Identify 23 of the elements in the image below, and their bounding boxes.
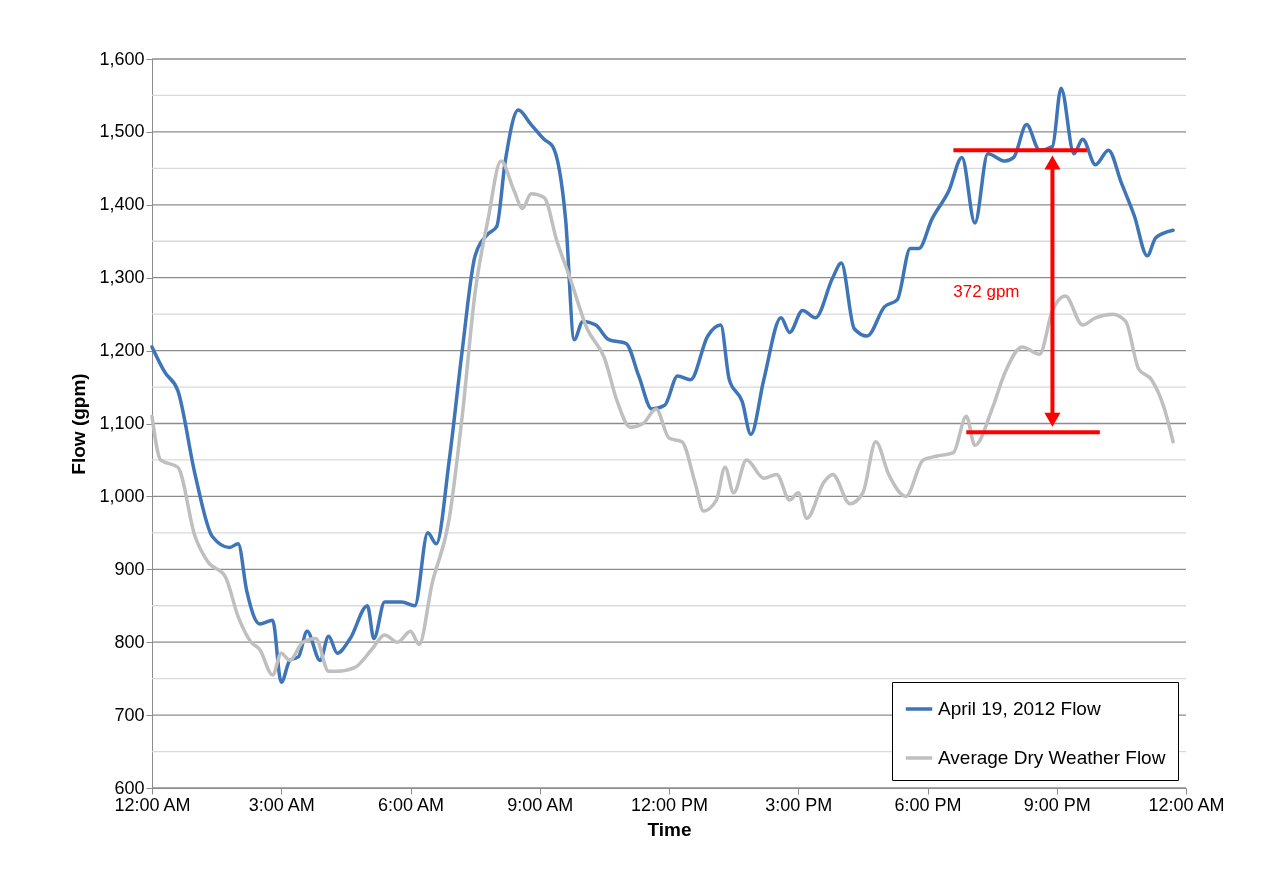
y-axis-title: Flow (gpm) xyxy=(68,373,90,475)
legend-label: Average Dry Weather Flow xyxy=(938,747,1166,768)
y-tick-label: 1,400 xyxy=(99,194,145,215)
x-tick-label: 3:00 PM xyxy=(765,794,833,815)
x-tick-label: 6:00 AM xyxy=(377,794,445,815)
annotation: 372 gpm xyxy=(953,282,1020,302)
legend-label: April 19, 2012 Flow xyxy=(938,698,1101,719)
x-tick-label: 9:00 PM xyxy=(1023,794,1091,815)
y-tick-label: 1,300 xyxy=(99,267,145,288)
y-tick-label: 1,000 xyxy=(99,485,145,506)
y-tick-label: 1,600 xyxy=(99,48,145,69)
y-tick-label: 700 xyxy=(114,704,145,725)
x-tick-label: 3:00 AM xyxy=(248,794,315,815)
y-tick-label: 900 xyxy=(114,558,145,579)
y-tick-label: 800 xyxy=(114,631,145,652)
x-axis-title: Time xyxy=(647,818,692,840)
x-tick-label: 12:00 PM xyxy=(630,794,709,815)
y-tick-label: 1,100 xyxy=(99,413,145,433)
x-tick-label: 9:00 AM xyxy=(507,794,574,815)
y-tick-label: 1,200 xyxy=(99,340,145,361)
x-tick-label: 12:00 AM xyxy=(1148,794,1225,815)
x-tick-label: 6:00 PM xyxy=(894,794,962,815)
y-tick-label: 1,500 xyxy=(99,121,145,142)
